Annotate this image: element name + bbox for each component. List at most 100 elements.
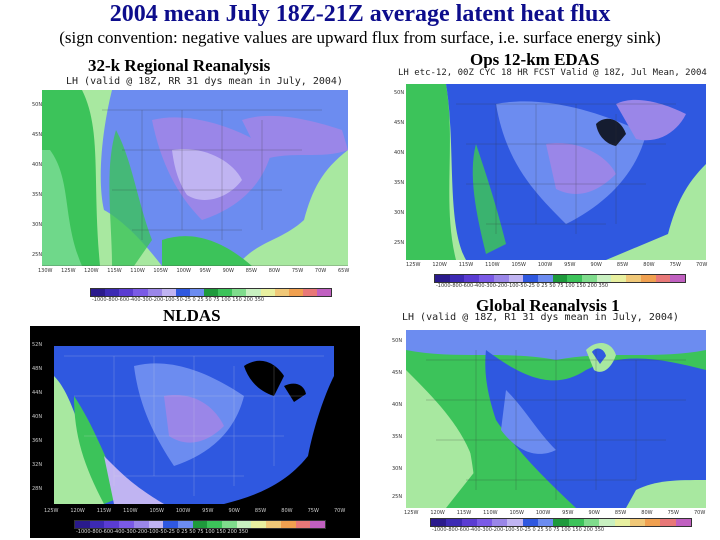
lat-tick: 45N — [394, 120, 405, 126]
colorbar-swatch — [75, 521, 90, 528]
lon-tick: 125W — [44, 508, 59, 514]
colorbar — [430, 518, 692, 527]
lon-tick: 110W — [130, 268, 145, 274]
lon-tick: 95W — [562, 510, 574, 516]
lon-tick: 90W — [228, 508, 240, 514]
colorbar-swatch — [288, 289, 303, 296]
colorbar-swatch — [446, 519, 462, 526]
colorbar-swatch — [507, 519, 523, 526]
lon-tick: 125W — [406, 262, 421, 268]
colorbar-swatch — [105, 289, 120, 296]
lon-tick: 65W — [338, 268, 350, 274]
lon-tick: 80W — [268, 268, 281, 274]
colorbar-swatch — [537, 275, 553, 282]
colorbar-swatch — [251, 521, 267, 528]
colorbar-swatch — [599, 519, 615, 526]
lon-tick: 100W — [535, 510, 551, 516]
lon-tick: 120W — [84, 268, 99, 274]
lat-tick: 30N — [32, 222, 43, 228]
lat-tick: 50N — [32, 102, 43, 108]
colorbar-swatch — [163, 521, 178, 528]
lon-tick: 105W — [509, 510, 524, 516]
lat-tick: 40N — [32, 162, 43, 168]
lon-tick: 110W — [483, 510, 498, 516]
colorbar-swatch — [280, 521, 296, 528]
panel-header: LH (valid @ 18Z, R1 31 dys mean in July,… — [402, 312, 679, 323]
lon-tick: 105W — [153, 268, 168, 274]
lon-tick: 110W — [485, 262, 500, 268]
lon-tick: 80W — [643, 262, 655, 268]
lon-tick: 85W — [254, 508, 267, 514]
lat-tick: 36N — [32, 438, 43, 444]
colorbar-swatch — [310, 521, 325, 528]
lat-tick: 30N — [394, 210, 405, 216]
colorbar-labels: -1000-800-600-400-300-200-100-50-25 0 25… — [436, 283, 609, 289]
lon-tick: 80W — [641, 510, 653, 516]
colorbar-swatch — [246, 289, 261, 296]
colorbar-swatch — [222, 521, 237, 528]
lon-tick: 125W — [404, 510, 419, 516]
colorbar-swatch — [553, 519, 569, 526]
colorbar-swatch — [218, 289, 233, 296]
colorbar-swatch — [207, 521, 223, 528]
lat-tick: 32N — [32, 462, 43, 468]
panel-header: LH (valid @ 18Z, RR 31 dys mean in July,… — [66, 76, 343, 87]
colorbar-swatch — [596, 275, 612, 282]
label-global-reanalysis: Global Reanalysis 1 — [476, 296, 620, 315]
lat-tick: 50N — [392, 338, 403, 344]
colorbar-swatch — [133, 521, 149, 528]
colorbar-swatch — [629, 519, 646, 526]
map-global-reanalysis — [406, 330, 706, 508]
colorbar-swatch — [119, 289, 134, 296]
colorbar-swatch — [479, 275, 494, 282]
label-regional-reanalysis: 32-k Regional Reanalysis — [88, 56, 271, 75]
lon-tick: 90W — [588, 510, 600, 516]
lon-tick: 105W — [511, 262, 526, 268]
lon-tick: 75W — [669, 262, 681, 268]
lon-tick: 95W — [199, 268, 211, 274]
colorbar-swatch — [508, 275, 524, 282]
lon-tick: 75W — [291, 268, 304, 274]
lat-tick: 35N — [394, 180, 405, 186]
label-nldas: NLDAS — [163, 306, 221, 325]
colorbar-swatch — [461, 519, 477, 526]
colorbar-swatch — [189, 289, 204, 296]
lon-tick: 70W — [314, 268, 327, 274]
lat-tick: 50N — [394, 90, 405, 96]
lon-tick: 120W — [432, 262, 447, 268]
lat-tick: 44N — [32, 390, 43, 396]
colorbar-swatch — [236, 521, 252, 528]
colorbar-swatch — [568, 519, 584, 526]
lon-tick: 75W — [667, 510, 679, 516]
lon-tick: 100W — [175, 508, 191, 514]
lon-tick: 115W — [96, 508, 112, 514]
colorbar-labels: -1000-800-600-400-300-200-100-50-25 0 25… — [76, 529, 249, 535]
panel-nldas: 52N 48N 44N 40N 36N 32N 28N -1000-800-60… — [30, 326, 360, 538]
lat-tick: 25N — [392, 494, 403, 500]
colorbar-swatch — [583, 519, 600, 526]
lon-tick: 115W — [107, 268, 122, 274]
colorbar-swatch — [614, 519, 630, 526]
colorbar-swatch — [522, 519, 539, 526]
lat-tick: 35N — [32, 192, 43, 198]
colorbar-swatch — [449, 275, 465, 282]
colorbar-swatch — [464, 275, 480, 282]
colorbar-swatch — [660, 519, 676, 526]
lon-tick: 95W — [202, 508, 214, 514]
flux-field — [42, 90, 348, 266]
colorbar-swatch — [232, 289, 247, 296]
lon-tick: 85W — [245, 268, 257, 274]
colorbar-swatch — [675, 519, 692, 526]
colorbar-swatch — [133, 289, 148, 296]
colorbar-swatch — [161, 289, 176, 296]
lon-tick: 125W — [61, 268, 76, 274]
colorbar-swatch — [640, 275, 656, 282]
panel-regional-reanalysis: LH (valid @ 18Z, RR 31 dys mean in July,… — [30, 76, 360, 303]
colorbar-swatch — [655, 275, 671, 282]
lon-tick: 120W — [70, 508, 85, 514]
page-subtitle: (sign convention: negative values are up… — [59, 28, 661, 47]
colorbar-swatch — [192, 521, 208, 528]
colorbar-swatch — [177, 521, 193, 528]
colorbar-swatch — [119, 521, 134, 528]
colorbar-labels: -1000-800-600-400-300-200-100-50-25 0 25… — [432, 527, 605, 533]
